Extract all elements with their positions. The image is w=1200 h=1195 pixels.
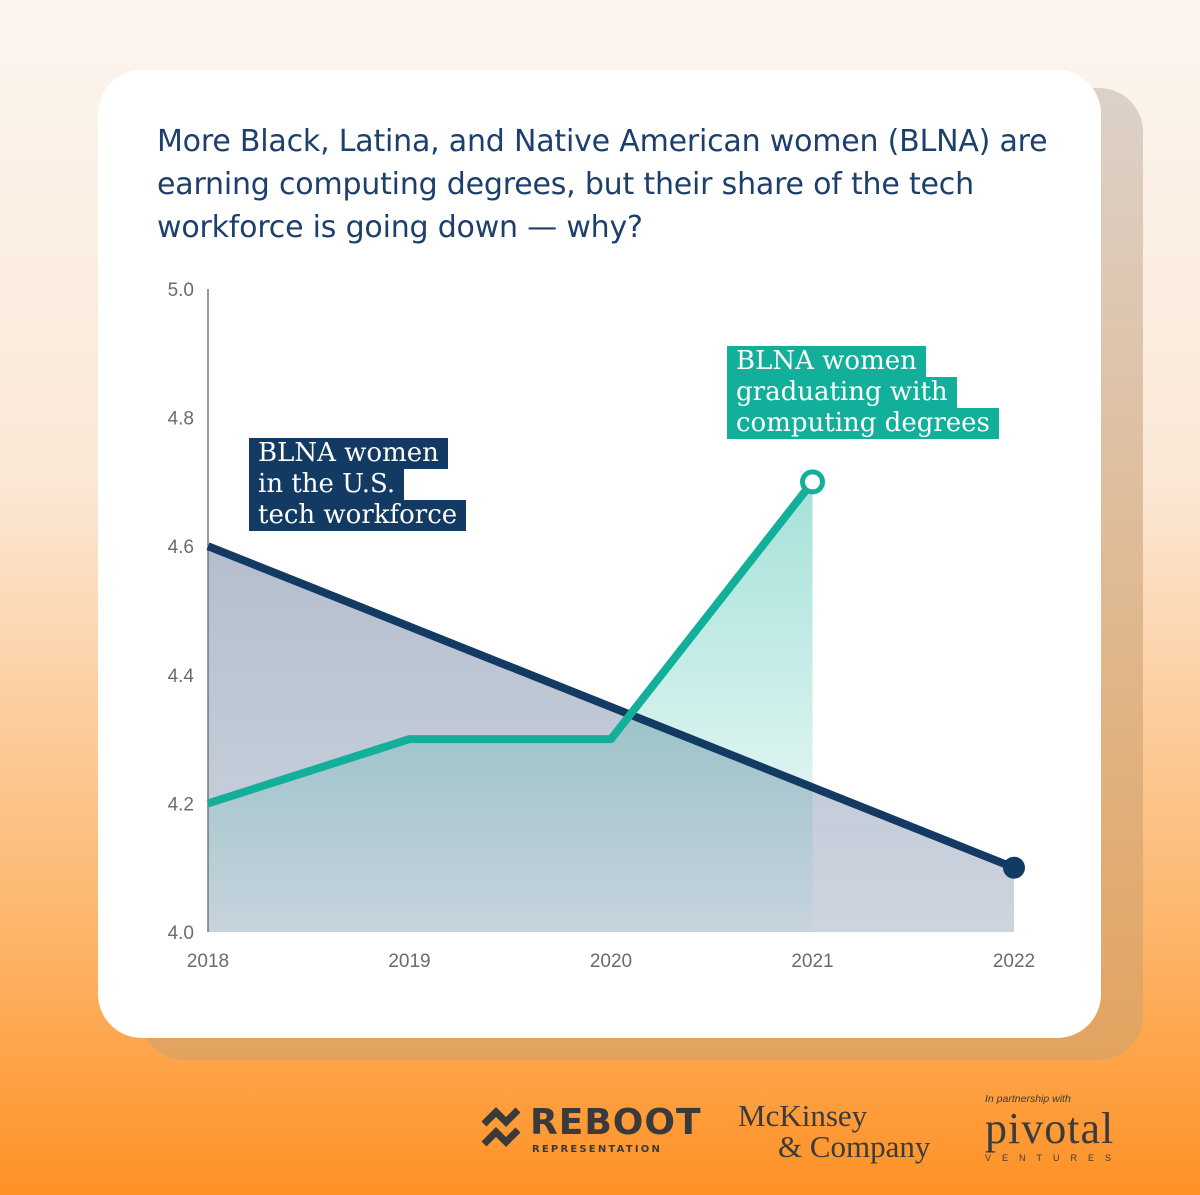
series-label-line: in the U.S. — [249, 469, 405, 500]
pivotal-wordmark: pivotal — [985, 1104, 1115, 1153]
pivotal-subtitle: VENTURES — [985, 1153, 1123, 1163]
y-tick-label: 5.0 — [168, 280, 194, 301]
y-tick-label: 4.8 — [168, 409, 194, 430]
x-tick-label: 2022 — [993, 951, 1035, 972]
series-label-line: tech workforce — [249, 500, 467, 531]
mckinsey-logo: McKinsey & Company — [738, 1100, 930, 1162]
y-tick-label: 4.2 — [168, 794, 194, 815]
series-label-line: BLNA women — [249, 438, 448, 469]
y-tick-label: 4.4 — [168, 666, 195, 687]
series-line — [206, 542, 1016, 872]
series-label-line: BLNA women — [727, 346, 926, 377]
reboot-representation-logo: REBOOT REPRESENTATION — [480, 1102, 701, 1162]
x-tick-label: 2019 — [388, 951, 430, 972]
reboot-logo-icon — [481, 1107, 521, 1147]
series-area — [208, 481, 813, 932]
series-label-workforce: BLNA women in the U.S. tech workforce — [249, 438, 467, 531]
x-tick-label: 2020 — [590, 951, 632, 972]
series-end-marker — [800, 469, 825, 495]
series-label-line: graduating with — [727, 377, 957, 408]
mckinsey-line-2: & Company — [778, 1129, 931, 1164]
x-tick-label: 2021 — [791, 951, 833, 972]
pivotal-ventures-logo: In partnership with pivotal VENTURES — [985, 1093, 1135, 1163]
partnership-note: In partnership with — [985, 1093, 1071, 1105]
series-end-marker — [1003, 856, 1025, 879]
x-tick-label: 2018 — [187, 951, 229, 972]
y-tick-label: 4.6 — [168, 537, 194, 558]
chart-title: More Black, Latina, and Native American … — [157, 124, 1048, 245]
reboot-subtitle: REPRESENTATION — [532, 1144, 663, 1155]
series-line — [206, 479, 816, 808]
series-label-line: computing degrees — [727, 408, 999, 439]
mckinsey-line-1: McKinsey — [738, 1098, 868, 1133]
y-tick-label: 4.0 — [168, 923, 194, 944]
reboot-wordmark: REBOOT — [530, 1102, 702, 1143]
series-label-graduates: BLNA women graduating with computing degre… — [727, 346, 999, 439]
